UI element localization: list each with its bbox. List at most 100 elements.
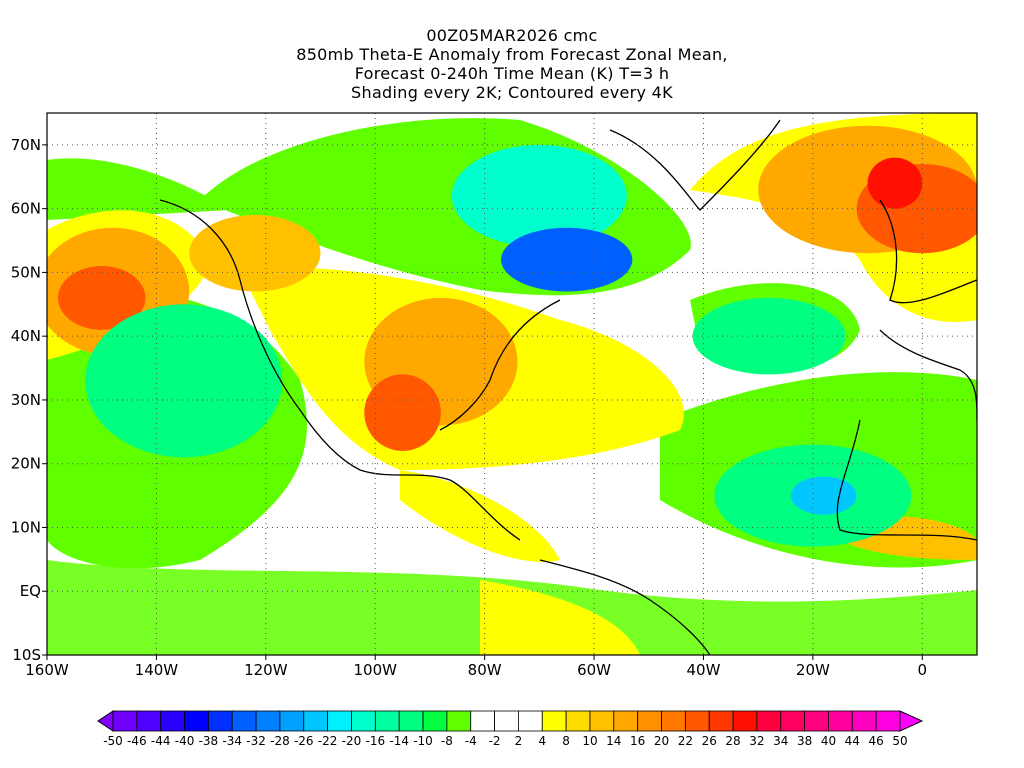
colorbar-swatch [541,710,567,732]
colorbar-swatch [708,710,734,732]
colorbar-swatch [374,710,400,732]
colorbar-swatch [756,710,782,732]
colorbar-swatch [875,710,901,732]
colorbar-label: 2 [515,734,523,748]
lat-tick-label: 60N [11,200,41,218]
colorbar-label: 32 [749,734,764,748]
colorbar-swatch [255,710,281,732]
colorbar-swatch [661,710,686,732]
colorbar-label: -38 [199,734,219,748]
colorbar-swatch [231,710,257,732]
colorbar: -50 -46 -44 -40 -38 -34 -32 -28 -26 -22 -20 -16 -14-… [97,710,924,748]
lat-tick-label: 10N [11,518,41,536]
title-line-2: 850mb Theta-E Anomaly from Forecast Zona… [296,45,728,64]
colorbar-label: -14 [389,734,409,748]
colorbar-swatch [303,710,329,732]
lat-tick-label: 10S [12,646,41,664]
colorbar-swatch [422,710,448,732]
colorbar-label: 40 [821,734,836,748]
lon-tick-label: 0 [918,661,928,679]
colorbar-label: -44 [151,734,171,748]
map-frame [46,112,978,656]
lon-tick-label: 160W [25,661,69,679]
map-title: 00Z05MAR2026 cmc 850mb Theta-E Anomaly f… [0,26,1024,102]
gridlines [47,113,977,655]
lon-tick-label: 80W [468,661,502,679]
colorbar-label: 44 [845,734,860,748]
anomaly-region [364,374,441,451]
south-america-warm [480,580,640,655]
anomaly-region [501,227,633,292]
lon-tick-label: 140W [135,661,179,679]
colorbar-swatch [565,710,591,732]
colorbar-label: -2 [489,734,501,748]
colorbar-swatch [804,710,829,732]
colorbar-swatch [207,710,233,732]
colorbar-label: 50 [892,734,907,748]
colorbar-label: -22 [318,734,338,748]
colorbar-swatch [446,710,472,732]
colorbar-label: 34 [773,734,788,748]
lon-tick-label: 100W [354,661,398,679]
colorbar-swatch [160,710,185,732]
colorbar-label: 20 [654,734,669,748]
colorbar-label: -32 [246,734,266,748]
colorbar-label: -40 [175,734,195,748]
title-line-4: Shading every 2K; Contoured every 4K [351,83,673,102]
colorbar-label: 22 [678,734,693,748]
colorbar-label: -28 [270,734,290,748]
lon-tick-label: 120W [244,661,288,679]
west-coast-green [47,158,230,220]
colorbar-swatch [637,710,662,732]
colorbar-label: -26 [294,734,314,748]
lat-tick-label: 20N [11,455,41,473]
colorbar-swatch [351,710,376,732]
colorbar-label: -8 [441,734,453,748]
colorbar-left-arrow [97,710,114,732]
colorbar-swatch [732,710,758,732]
colorbar-label: 38 [797,734,812,748]
lat-tick-label: 30N [11,391,41,409]
title-line-1: 00Z05MAR2026 cmc [426,26,598,45]
colorbar-swatch [518,710,543,732]
title-line-3: Forecast 0-240h Time Mean (K) T=3 h [354,64,670,83]
coastlines [159,119,977,655]
anomaly-region [791,476,857,515]
colorbar-label: 8 [562,734,570,748]
colorbar-swatch [851,710,877,732]
colorbar-swatch [828,710,853,732]
colorbar-label: -4 [465,734,477,748]
colorbar-label: 26 [702,734,717,748]
colorbar-label: -16 [366,734,386,748]
colorbar-swatch [780,710,806,732]
colorbar-swatch [136,710,162,732]
anomaly-region [451,144,627,247]
colorbar-label: -50 [103,734,123,748]
colorbar-label: 10 [582,734,597,748]
map-field [47,113,977,655]
colorbar-swatch [470,710,495,732]
colorbar-swatch [613,710,639,732]
anomaly-region [57,266,146,330]
anomaly-region [85,304,283,458]
colorbar-label: 14 [606,734,621,748]
colorbar-swatch [112,710,138,732]
colorbar-label: -10 [413,734,433,748]
colorbar-swatch [684,710,710,732]
colorbar-swatch [279,710,305,732]
caribbean-warm [400,470,560,562]
anomaly-region [867,157,923,209]
colorbar-label: -46 [127,734,147,748]
lat-tick-label: 40N [11,327,41,345]
colorbar-label: 16 [630,734,645,748]
lat-tick-label: 50N [11,263,41,281]
colorbar-label: 28 [725,734,740,748]
colorbar-label: -34 [222,734,242,748]
colorbar-swatch [589,710,615,732]
colorbar-label: 4 [538,734,546,748]
colorbar-swatch [184,710,209,732]
colorbar-right-arrow [899,710,924,732]
anomaly-region [692,297,846,375]
lon-tick-label: 60W [577,661,611,679]
